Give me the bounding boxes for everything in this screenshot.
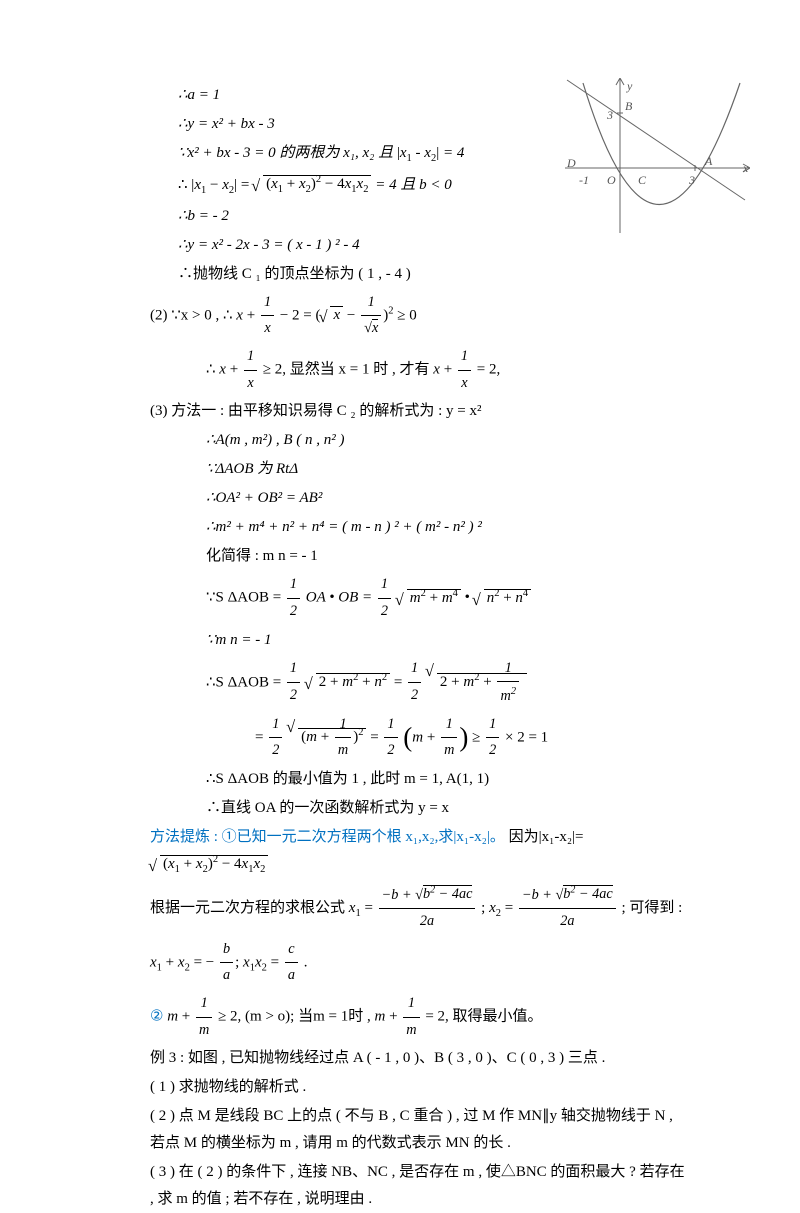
line-27: ( 1 ) 求抛物线的解析式 . (150, 1074, 690, 1101)
line-10: (3) 方法一 : 由平移知识易得 C ₂ 的解析式为 : y = x² (150, 398, 690, 425)
line-13: ∴OA² + OB² = AB² (206, 485, 690, 512)
line-7: ∴抛物线 C ₁ 的顶点坐标为 ( 1 , - 4 ) (178, 261, 690, 288)
line-26: 例 3 : 如图 , 已知抛物线经过点 A ( - 1 , 0 )、B ( 3 … (150, 1045, 690, 1072)
tick-neg1: -1 (579, 170, 589, 192)
line-23: 根据一元二次方程的求根公式 x1 = −b + √b2 − 4ac2a ; x2… (150, 882, 690, 935)
line-15: 化简得 : m n = - 1 (206, 543, 690, 570)
line-16: ∵S ΔAOB = 12 OA • OB = 12 m2 + m4 • n2 +… (206, 572, 690, 624)
line-18: ∴S ΔAOB = 12 2 + m2 + n2 = 12 2 + m2 + 1… (206, 656, 690, 710)
parabola-graph: y x D -1 O C 3 B 3 A (565, 78, 750, 243)
axis-label-y: y (627, 76, 632, 98)
line-da (567, 80, 745, 200)
line-8: (2) ∵x > 0 , ∴ x + 1x − 2 = (x − 1√x)2 ≥… (150, 290, 690, 342)
line-11: ∴A(m , m²) , B ( n , n² ) (206, 427, 690, 454)
point-d: D (567, 153, 576, 175)
line-19: = 12 (m + 1m)2 = 12 (m + 1m) ≥ 12 × 2 = … (255, 712, 690, 764)
graph-svg (565, 78, 750, 243)
line-20: ∴S ΔAOB 的最小值为 1 , 此时 m = 1, A(1, 1) (206, 766, 690, 793)
line-17: ∵m n = - 1 (206, 627, 690, 654)
line-12: ∵ΔAOB 为 RtΔ (206, 456, 690, 483)
line-22: 方法提炼 : ①已知一元二次方程两个根 x₁,x₂,求|x₁-x₂|。 因为|x… (150, 824, 690, 880)
line-9: ∴ x + 1x ≥ 2, 显然当 x = 1 时 , 才有 x + 1x = … (206, 344, 690, 396)
axis-label-x: x (743, 158, 748, 180)
line-25: ② m + 1m ≥ 2, (m > o); 当m = 1时 , m + 1m … (150, 991, 690, 1043)
line-21: ∴直线 OA 的一次函数解析式为 y = x (206, 795, 690, 822)
line-28: ( 2 ) 点 M 是线段 BC 上的点 ( 不与 B , C 重合 ) , 过… (150, 1103, 690, 1157)
line-24: x1 + x2 = − ba; x1x2 = ca . (150, 937, 690, 989)
point-c: C (638, 170, 646, 192)
y-tick-3-label: 3 (607, 105, 613, 127)
point-o: O (607, 170, 616, 192)
page: y x D -1 O C 3 B 3 A ∴a = 1 ∴y = x² + bx… (0, 0, 800, 1132)
x-tick-3-label: 3 (689, 170, 695, 192)
line-14: ∴m² + m⁴ + n² + n⁴ = ( m - n ) ² + ( m² … (206, 514, 690, 541)
point-b: B (625, 96, 632, 118)
point-a: A (705, 151, 712, 173)
line-29: ( 3 ) 在 ( 2 ) 的条件下 , 连接 NB、NC , 是否存在 m ,… (150, 1159, 690, 1213)
